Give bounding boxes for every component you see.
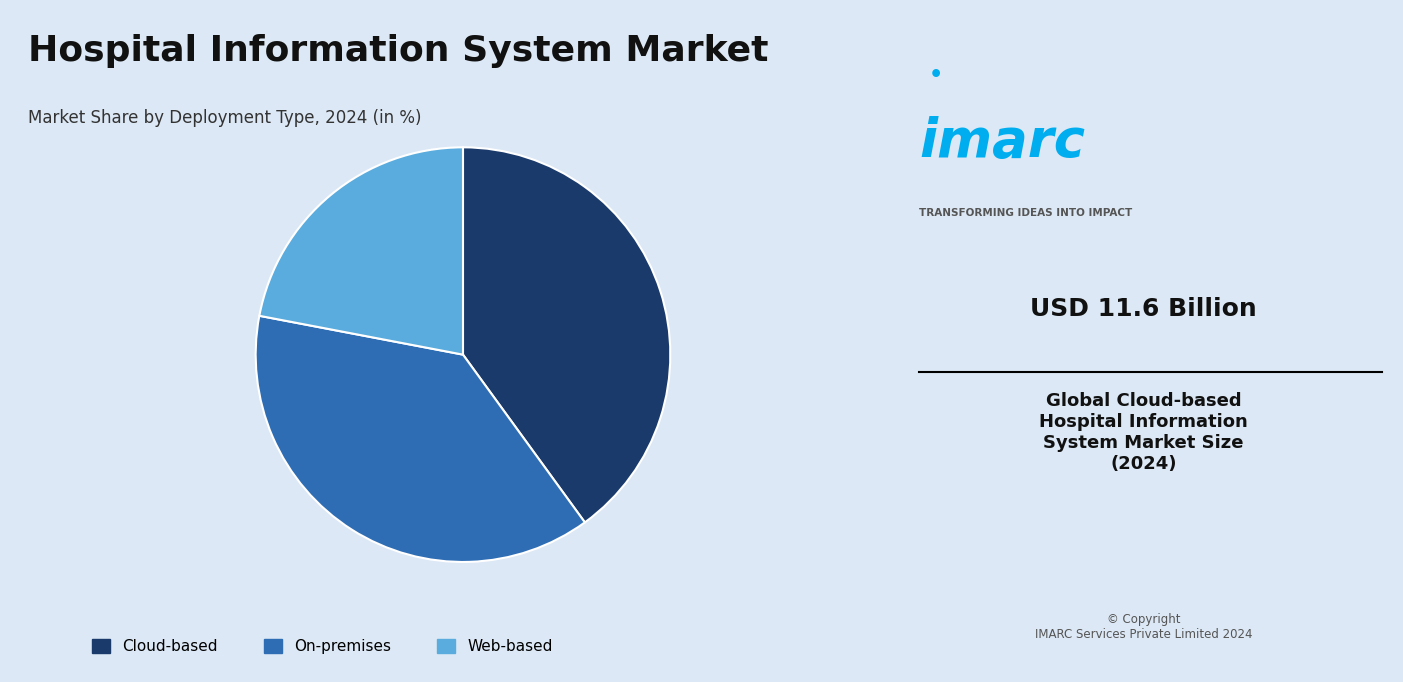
Text: Global Cloud-based
Hospital Information
System Market Size
(2024): Global Cloud-based Hospital Information … [1040,392,1247,473]
Legend: Cloud-based, On-premises, Web-based: Cloud-based, On-premises, Web-based [91,639,553,654]
Text: TRANSFORMING IDEAS INTO IMPACT: TRANSFORMING IDEAS INTO IMPACT [919,208,1132,218]
Text: •: • [929,65,943,85]
Wedge shape [463,147,671,522]
Text: USD 11.6 Billion: USD 11.6 Billion [1030,297,1257,321]
Text: © Copyright
IMARC Services Private Limited 2024: © Copyright IMARC Services Private Limit… [1034,613,1253,641]
Text: imarc: imarc [919,116,1085,168]
Text: Market Share by Deployment Type, 2024 (in %): Market Share by Deployment Type, 2024 (i… [28,109,421,127]
Text: Hospital Information System Market: Hospital Information System Market [28,34,769,68]
Wedge shape [255,316,585,562]
Wedge shape [260,147,463,355]
